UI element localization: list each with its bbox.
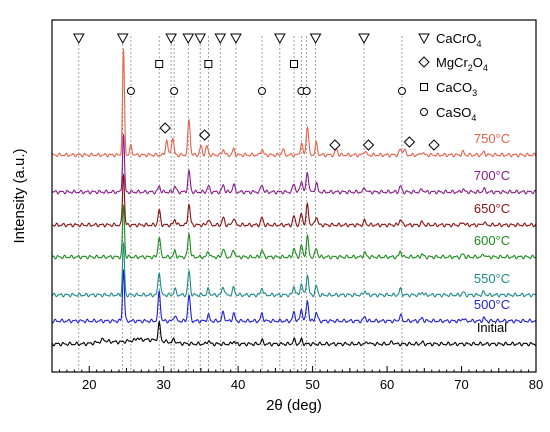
marker-diamond	[362, 139, 375, 151]
marker-triangle	[165, 33, 177, 45]
marker-layer	[72, 33, 440, 151]
marker-circle	[257, 87, 266, 95]
marker-triangle	[194, 33, 207, 45]
marker-diamond	[159, 122, 171, 134]
x-tick-label: 60	[380, 377, 394, 392]
legend-item: CaSO4	[420, 105, 476, 123]
legend-label: MgCr2O4	[436, 55, 488, 73]
x-tick-label: 40	[231, 377, 245, 392]
marker-diamond	[198, 129, 211, 141]
series-label: 750°C	[474, 131, 510, 146]
legend-item: CaCrO4	[418, 31, 481, 49]
legend: CaCrO4 MgCr2O4 CaCO3 CaSO4	[418, 31, 488, 123]
marker-square	[290, 60, 298, 68]
series-label: 500°C	[474, 297, 510, 312]
series-label: 650°C	[474, 201, 510, 216]
x-tick-label: 80	[529, 377, 543, 392]
marker-circle	[420, 108, 428, 116]
marker-triangle	[182, 33, 195, 45]
x-axis-title: 2θ (deg)	[266, 397, 322, 414]
marker-circle	[170, 87, 179, 95]
legend-label: CaCrO4	[436, 31, 481, 49]
series-line	[51, 174, 537, 228]
marker-diamond	[403, 136, 416, 148]
marker-triangle	[230, 33, 242, 45]
series-line	[51, 204, 537, 260]
legend-label: CaCO3	[436, 80, 477, 98]
axis-layer: 20 30 40 50 60 70 80	[51, 366, 543, 392]
x-tick-label: 70	[454, 377, 468, 392]
marker-square	[420, 83, 428, 91]
legend-item: CaCO3	[420, 80, 477, 98]
x-tick-label: 30	[156, 377, 170, 392]
series-line	[51, 320, 537, 347]
plot-frame	[51, 19, 537, 373]
legend-label: CaSO4	[436, 105, 476, 123]
marker-circle	[397, 87, 406, 95]
series-line	[51, 242, 537, 298]
marker-diamond	[418, 56, 430, 68]
y-axis-title: Intensity (a.u.)	[11, 148, 28, 243]
marker-triangle	[358, 33, 370, 45]
marker-diamond	[329, 139, 341, 151]
marker-square	[155, 60, 164, 68]
marker-triangle	[309, 33, 322, 45]
series-label: 600°C	[474, 233, 510, 248]
x-tick-label: 50	[305, 377, 319, 392]
legend-item: MgCr2O4	[418, 55, 488, 73]
series-label: Initial	[477, 320, 507, 335]
series-layer: Initial 500°C 550°C 600°C 650°C 700°C 750°C	[51, 48, 537, 347]
series-line	[51, 269, 537, 324]
marker-triangle	[274, 33, 286, 45]
marker-circle	[302, 87, 311, 95]
marker-triangle	[418, 33, 430, 45]
marker-triangle	[214, 33, 227, 45]
series-line	[51, 134, 537, 195]
marker-triangle	[116, 33, 129, 45]
marker-circle	[126, 87, 135, 95]
series-label: 550°C	[474, 271, 510, 286]
series-label: 700°C	[474, 168, 510, 183]
series-line	[51, 48, 537, 158]
marker-triangle	[72, 33, 85, 45]
marker-square	[204, 60, 213, 68]
x-tick-label: 20	[82, 377, 96, 392]
marker-diamond	[428, 139, 440, 151]
